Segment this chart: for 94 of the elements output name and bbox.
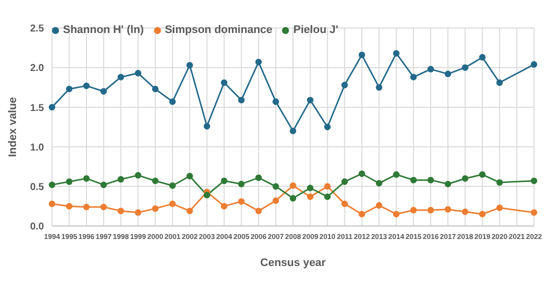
point xyxy=(393,50,400,57)
point xyxy=(152,86,159,92)
y-tick-label: 2.5 xyxy=(30,24,44,35)
point xyxy=(272,98,280,105)
point xyxy=(358,170,366,177)
point xyxy=(306,193,314,200)
y-tick-label: 1.0 xyxy=(30,142,44,154)
point xyxy=(410,74,417,80)
point xyxy=(479,54,486,61)
point xyxy=(118,176,124,183)
point xyxy=(410,206,417,214)
point xyxy=(255,58,262,66)
point xyxy=(169,182,176,189)
legend-label: Simpson dominance xyxy=(164,24,272,36)
y-tick-label: 0.0 xyxy=(30,222,44,233)
point xyxy=(306,96,314,104)
point xyxy=(66,202,72,210)
point xyxy=(83,204,90,210)
point xyxy=(118,208,124,214)
point xyxy=(272,197,280,204)
point xyxy=(496,204,503,212)
point xyxy=(427,176,434,184)
y-tick-label: 0.5 xyxy=(30,182,44,193)
point xyxy=(306,184,314,192)
point xyxy=(376,180,382,186)
point xyxy=(83,82,90,90)
point xyxy=(220,178,228,184)
point xyxy=(341,200,348,208)
point xyxy=(204,192,210,198)
point xyxy=(427,206,434,214)
point xyxy=(530,178,538,184)
point xyxy=(479,210,486,218)
point xyxy=(255,208,262,214)
point xyxy=(324,124,331,130)
point xyxy=(530,209,538,216)
point xyxy=(238,96,245,104)
point xyxy=(324,183,331,190)
point xyxy=(48,104,56,110)
point xyxy=(134,209,142,216)
point xyxy=(358,52,366,58)
point xyxy=(358,210,366,218)
point xyxy=(152,205,159,212)
point xyxy=(238,180,245,188)
point xyxy=(272,183,280,190)
point xyxy=(48,182,56,188)
point xyxy=(66,178,72,185)
y-axis-title: Index value xyxy=(6,97,19,157)
point xyxy=(496,79,503,86)
point xyxy=(341,82,348,88)
point xyxy=(462,175,468,182)
point xyxy=(290,195,296,202)
legend-label: Shannon H' (ln) xyxy=(63,24,144,36)
point xyxy=(290,128,296,134)
point xyxy=(393,210,400,218)
point xyxy=(100,204,107,210)
point xyxy=(530,61,538,68)
y-tick-label: 1.5 xyxy=(30,102,44,114)
point xyxy=(186,208,193,214)
point xyxy=(204,122,210,130)
point xyxy=(496,179,503,186)
point xyxy=(186,62,193,68)
point xyxy=(83,175,90,182)
point xyxy=(134,172,142,179)
point xyxy=(134,70,142,76)
point xyxy=(48,200,56,208)
point xyxy=(444,206,452,213)
point xyxy=(238,198,245,205)
point xyxy=(393,171,400,178)
point xyxy=(255,174,262,181)
point xyxy=(444,70,452,78)
point xyxy=(427,66,434,72)
point xyxy=(186,172,193,180)
point xyxy=(152,178,159,184)
point xyxy=(169,200,176,208)
point xyxy=(290,182,296,189)
point xyxy=(341,178,348,185)
point xyxy=(444,180,452,188)
point xyxy=(376,84,382,91)
point xyxy=(479,171,486,178)
point xyxy=(66,86,72,92)
point xyxy=(462,208,468,215)
point xyxy=(169,98,176,105)
point xyxy=(376,202,382,209)
y-tick-label: 2.0 xyxy=(30,63,44,74)
point xyxy=(462,64,468,71)
legend-label: Pielou J' xyxy=(293,24,338,36)
point xyxy=(100,182,107,188)
point xyxy=(324,193,331,200)
point xyxy=(100,88,107,95)
point xyxy=(410,176,417,184)
point xyxy=(220,202,228,210)
point xyxy=(118,74,124,80)
x-axis-title: Census year xyxy=(260,257,326,269)
point xyxy=(220,79,228,86)
